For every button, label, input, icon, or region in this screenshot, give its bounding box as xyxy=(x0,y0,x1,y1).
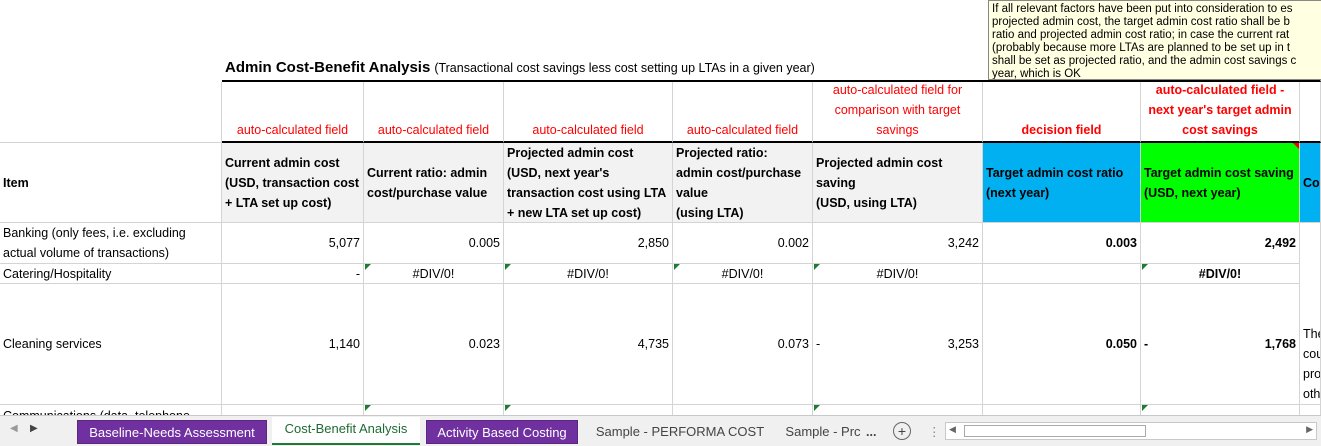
comment-line: projected admin cost, the target admin c… xyxy=(992,16,1290,28)
error-indicator xyxy=(674,264,680,270)
scroll-left[interactable]: ◀ xyxy=(10,423,18,434)
field-note: auto-calculated field xyxy=(222,82,364,143)
error-indicator xyxy=(1142,264,1148,270)
data-cell: 0.003 xyxy=(983,223,1141,264)
error-indicator xyxy=(505,405,511,411)
data-cell: 0.073 xyxy=(673,284,813,405)
cell xyxy=(504,405,673,415)
cell xyxy=(1141,405,1300,415)
scroll-arrow-right[interactable]: ▶ xyxy=(1306,424,1313,434)
data-cell: 2,850 xyxy=(504,223,673,264)
cell-value: 1,768 xyxy=(1264,337,1296,351)
scroll-arrow-left[interactable]: ◀ xyxy=(949,424,956,434)
column-header: Current ratio: admin cost/purchase value xyxy=(364,143,504,223)
data-cell: #DIV/0! xyxy=(1141,264,1300,284)
row-label: Communications (data, telephone xyxy=(0,405,222,415)
scroll-right[interactable]: ▶ xyxy=(30,423,38,434)
comment-line: ratio and projected admin cost ratio; in… xyxy=(992,29,1290,41)
column-header: Co xyxy=(1300,143,1321,223)
tab-overflow[interactable]: ... xyxy=(866,425,877,439)
column-header: Projected admin cost saving (USD, using … xyxy=(813,143,983,223)
horizontal-scrollbar[interactable]: ◀ ▶ xyxy=(945,422,1317,440)
data-cell: 0.050 xyxy=(983,284,1141,405)
data-cell: 4,735 xyxy=(504,284,673,405)
data-cell: #DIV/0! xyxy=(364,264,504,284)
cell-value: 3,253 xyxy=(947,337,979,351)
cell-comment: If all relevant factors have been put in… xyxy=(988,0,1321,80)
column-header: Target admin cost saving (USD, next year… xyxy=(1141,143,1300,223)
error-indicator xyxy=(814,264,820,270)
title-cell: Admin Cost-Benefit Analysis (Transactiona… xyxy=(222,0,1321,82)
cell xyxy=(813,405,983,415)
data-cell: - 1,768 xyxy=(1141,284,1300,405)
column-header: Target admin cost ratio (next year) xyxy=(983,143,1141,223)
data-cell: #DIV/0! xyxy=(504,264,673,284)
cell xyxy=(1300,405,1321,415)
field-note: decision field xyxy=(983,82,1141,143)
cell-sign: - xyxy=(1144,337,1149,351)
data-cell: 2,492 xyxy=(1141,223,1300,264)
sheet-subtitle: (Transactional cost savings less cost se… xyxy=(434,61,815,75)
comment-line: (probably because more LTAs are planned … xyxy=(992,42,1291,54)
cell xyxy=(0,0,222,82)
data-cell: 0.005 xyxy=(364,223,504,264)
sheet-tab[interactable]: Cost-Benefit Analysis xyxy=(272,417,420,445)
column-header: Projected ratio: admin cost/purchase val… xyxy=(673,143,813,223)
field-note: auto-calculated field - next year's targ… xyxy=(1141,82,1300,143)
cell xyxy=(983,405,1141,415)
cell xyxy=(0,82,222,143)
data-cell: The cou pro oth xyxy=(1300,284,1321,405)
field-note: auto-calculated field xyxy=(504,82,673,143)
sheet-tab[interactable]: Activity Based Costing xyxy=(426,420,578,444)
sheet-tab[interactable]: Sample - Prc xyxy=(785,424,861,439)
data-cell: 1,140 xyxy=(222,284,364,405)
sheet-tab[interactable]: Sample - PERFORMA COST xyxy=(595,424,765,439)
sheet-title: Admin Cost-Benefit Analysis xyxy=(225,59,431,76)
row-label: Cleaning services xyxy=(0,284,222,405)
column-header: Current admin cost (USD, transaction cos… xyxy=(222,143,364,223)
sheet-tab-bar: ◀ ▶ + ⋮ ◀ ▶ Baseline-Needs Assessment Cos… xyxy=(0,415,1321,446)
cell xyxy=(673,405,813,415)
field-note: auto-calculated field xyxy=(673,82,813,143)
data-cell: #DIV/0! xyxy=(813,264,983,284)
error-indicator xyxy=(1142,405,1148,411)
data-cell: 5,077 xyxy=(222,223,364,264)
comment-line: year, which is OK xyxy=(992,68,1081,80)
row-label: Catering/Hospitality xyxy=(0,264,222,284)
data-cell: #DIV/0! xyxy=(673,264,813,284)
cell xyxy=(983,264,1141,284)
comment-indicator xyxy=(1293,143,1299,149)
error-indicator xyxy=(365,264,371,270)
data-cell: - xyxy=(222,264,364,284)
error-indicator xyxy=(505,264,511,270)
sheet-tab[interactable]: Baseline-Needs Assessment xyxy=(77,420,267,444)
cell xyxy=(1300,223,1321,265)
add-sheet[interactable]: + xyxy=(893,422,911,440)
column-header: Projected admin cost (USD, next year's t… xyxy=(504,143,673,223)
data-cell: 0.023 xyxy=(364,284,504,405)
data-cell: - 3,253 xyxy=(813,284,983,405)
separator: ⋮ xyxy=(928,425,941,439)
error-indicator xyxy=(365,405,371,411)
field-note: auto-calculated field xyxy=(364,82,504,143)
cell xyxy=(364,405,504,415)
data-cell: 0.002 xyxy=(673,223,813,264)
cell xyxy=(1300,82,1321,143)
error-indicator xyxy=(814,405,820,411)
scroll-thumb[interactable] xyxy=(964,425,1146,437)
data-cell: 3,242 xyxy=(813,223,983,264)
cell-sign: - xyxy=(816,337,821,351)
field-note: auto-calculated field for comparison wit… xyxy=(813,82,983,143)
column-header: Item xyxy=(0,143,222,223)
sheet: Admin Cost-Benefit Analysis (Transactiona… xyxy=(0,0,1321,415)
cell xyxy=(222,405,364,415)
row-label: Banking (only fees, i.e. excluding actua… xyxy=(0,223,222,264)
comment-line: If all relevant factors have been put in… xyxy=(992,3,1293,15)
comment-line: shall be set as projected ratio, and the… xyxy=(992,55,1297,67)
